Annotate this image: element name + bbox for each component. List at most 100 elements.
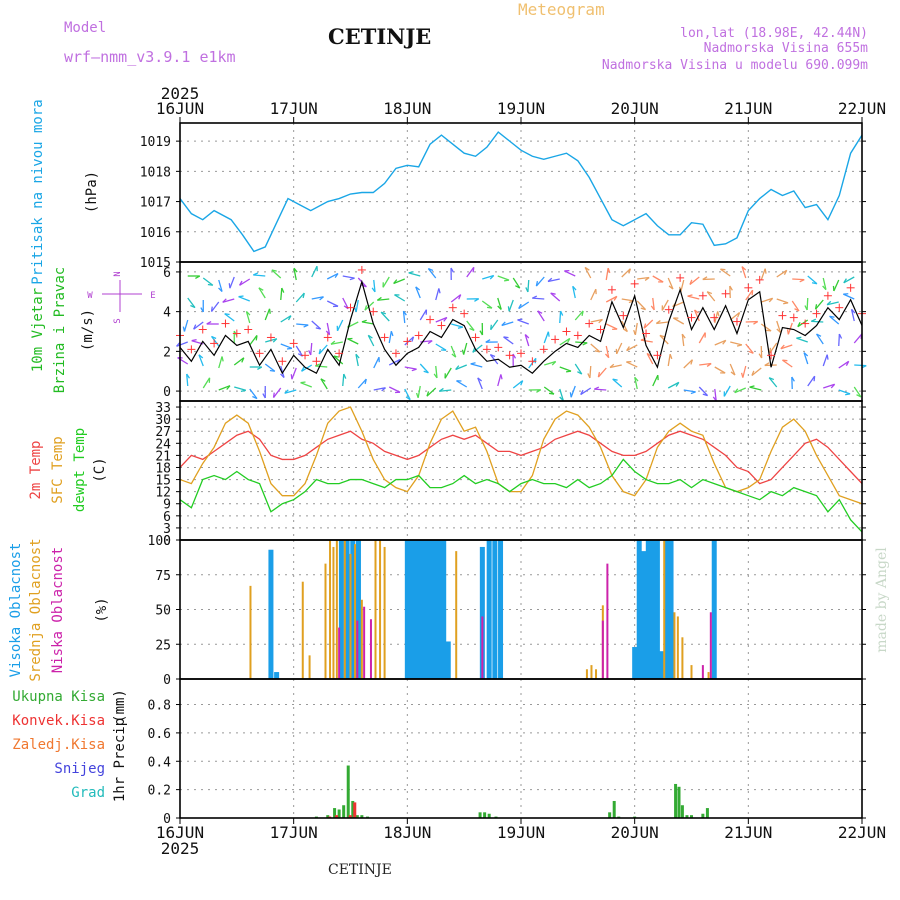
wind-arrow — [699, 362, 712, 366]
wind-arrow-head — [380, 311, 387, 315]
wind-arrow-head — [193, 324, 197, 330]
wind-arrow — [517, 319, 529, 325]
wind-arrow — [543, 331, 549, 344]
wind-arrow — [273, 387, 282, 398]
wind-arrow-head — [741, 266, 747, 271]
wind-arrow — [284, 389, 297, 394]
y-tick-label: 0 — [163, 385, 171, 400]
temp-2m-line — [179, 430, 863, 485]
wind-arrow — [280, 365, 285, 378]
wind-arrow-head — [749, 385, 755, 388]
y-tick-label: 15 — [155, 474, 171, 489]
wind-arrow-head — [644, 277, 650, 281]
cloud-high-bar — [274, 672, 280, 679]
wind-arrow — [570, 385, 576, 398]
wind-arrow-head — [594, 386, 600, 390]
cloud-mid-bar — [329, 540, 332, 679]
wind-arrow-head — [577, 371, 583, 375]
wind-arrow — [574, 310, 584, 321]
wind-arrow — [720, 268, 731, 277]
wind-arrow — [683, 359, 693, 369]
wind-arrow — [450, 345, 457, 358]
wind-arrow-head — [222, 298, 227, 303]
wind-arrow-head — [320, 378, 326, 382]
wind-arrow-head — [474, 298, 480, 302]
wind-arrow-head — [780, 344, 785, 350]
wind-arrow-head — [580, 389, 584, 395]
x-tick-label-bottom: 17JUN — [270, 823, 318, 842]
wind-arrow — [760, 268, 766, 281]
wind-arrow-head — [598, 319, 603, 324]
wind-arrow-head — [845, 393, 851, 396]
wind-arrow — [451, 323, 464, 328]
wind-arrow-head — [730, 371, 736, 376]
wind-arrow — [605, 295, 618, 303]
wind-arrow — [415, 286, 421, 299]
y-tick-label: 4 — [163, 306, 171, 321]
wind-arrow-head — [587, 373, 591, 379]
wind-arrow — [512, 277, 521, 289]
cloud-high-bar — [492, 540, 498, 679]
cloud-high-bar — [479, 546, 485, 679]
wind-arrow — [605, 345, 610, 358]
y-tick-label: 27 — [155, 425, 171, 440]
wind-arrow — [320, 378, 328, 390]
wind-arrow-head — [740, 372, 744, 378]
wind-arrow — [258, 287, 266, 299]
wind-arrow-head — [315, 363, 321, 367]
wind-arrow — [807, 275, 818, 285]
precip-legend-item: Zaledj.Kisa — [12, 737, 105, 753]
wind-arrow — [264, 308, 271, 321]
wind-arrow-head — [804, 305, 808, 311]
wind-arrow-head — [607, 267, 611, 274]
wind-arrow — [377, 298, 390, 301]
wind-arrow-head — [550, 292, 556, 295]
wind-arrow-head — [822, 285, 827, 291]
precip-total-bar — [342, 805, 346, 818]
wind-arrow-head — [191, 338, 197, 342]
wind-arrow — [559, 337, 571, 346]
wind-arrow — [342, 275, 355, 279]
wind-arrow-head — [535, 281, 539, 287]
wind-arrow — [527, 279, 530, 293]
wind-arrow-head — [450, 267, 455, 273]
wind-arrow — [745, 343, 754, 354]
wind-arrow-head — [472, 347, 476, 353]
precip-total-bar — [337, 809, 341, 818]
wind-arrow-head — [241, 357, 245, 363]
wind-arrow-head — [634, 376, 639, 382]
wind-arrow-head — [566, 338, 571, 344]
precip-legend-item: Grad — [71, 785, 105, 801]
x-tick-label-bottom: 18JUN — [383, 823, 431, 842]
wind-arrow — [193, 321, 204, 330]
cloud-mid-bar — [595, 669, 598, 679]
wind-arrow-head — [428, 267, 434, 272]
cloud-low-bar — [356, 620, 359, 679]
wind-arrow-head — [402, 310, 407, 316]
wind-arrow-head — [626, 346, 630, 351]
wind-arrow — [532, 297, 545, 300]
y-label-pressure: Pritisak na nivou mora — [30, 99, 46, 284]
wind-arrow — [626, 361, 638, 368]
wind-arrow-head — [423, 370, 429, 374]
wind-arrow — [310, 342, 313, 356]
wind-arrow — [291, 367, 297, 380]
wind-arrow — [636, 300, 647, 311]
wind-arrow-head — [687, 294, 693, 297]
y-tick-label: 1016 — [140, 226, 171, 241]
wind-arrow — [803, 352, 809, 365]
wind-arrow — [580, 387, 592, 396]
compass-north: N — [113, 271, 123, 276]
cloud-mid-bar — [590, 665, 593, 679]
wind-arrow — [404, 366, 417, 370]
wind-arrow — [176, 341, 188, 347]
y-tick-label: 12 — [155, 486, 171, 501]
wind-arrow-head — [816, 333, 822, 337]
cloud-high-bar — [668, 540, 674, 679]
wind-arrow — [590, 343, 601, 353]
panel-wind: 0 2 4 6 N S W E — [87, 262, 867, 402]
wind-arrow-head — [830, 383, 836, 389]
y-label-dewpoint: dewpt Temp — [72, 428, 88, 512]
wind-arrow-head — [597, 372, 601, 378]
wind-arrow — [238, 296, 250, 302]
